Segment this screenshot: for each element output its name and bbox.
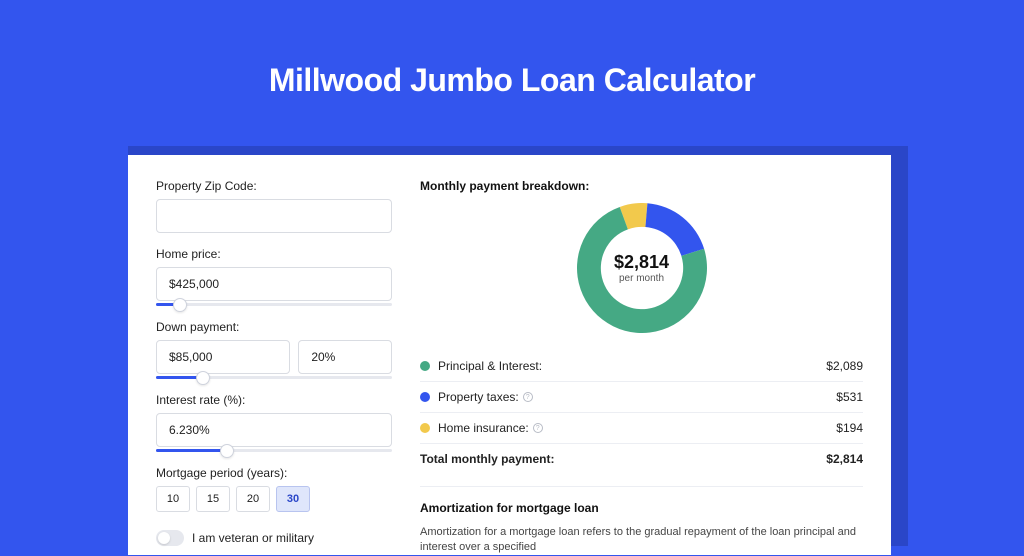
- zip-label: Property Zip Code:: [156, 179, 392, 193]
- interest-rate-slider[interactable]: [156, 449, 392, 452]
- slider-fill: [156, 449, 227, 452]
- legend-value: $194: [836, 421, 863, 435]
- period-btn-15[interactable]: 15: [196, 486, 230, 512]
- down-payment-percent-input[interactable]: [298, 340, 392, 374]
- legend-dot: [420, 423, 430, 433]
- home-price-label: Home price:: [156, 247, 392, 261]
- period-btn-30[interactable]: 30: [276, 486, 310, 512]
- donut-center-sub: per month: [619, 273, 664, 284]
- slider-thumb[interactable]: [220, 444, 234, 458]
- home-price-slider[interactable]: [156, 303, 392, 306]
- legend-row: Home insurance:?$194: [420, 412, 863, 443]
- legend-dot: [420, 392, 430, 402]
- total-value: $2,814: [826, 452, 863, 466]
- amortization-title: Amortization for mortgage loan: [420, 501, 863, 515]
- down-payment-slider[interactable]: [156, 376, 392, 379]
- legend-label: Home insurance:?: [438, 421, 836, 435]
- toggle-knob: [158, 532, 170, 544]
- total-row: Total monthly payment: $2,814: [420, 443, 863, 474]
- down-payment-label: Down payment:: [156, 320, 392, 334]
- payment-donut-chart: $2,814 per month: [577, 203, 707, 333]
- breakdown-column: Monthly payment breakdown: $2,814 per mo…: [420, 179, 863, 531]
- legend-row: Principal & Interest:$2,089: [420, 351, 863, 381]
- down-payment-amount-input[interactable]: [156, 340, 290, 374]
- legend-label: Principal & Interest:: [438, 359, 826, 373]
- mortgage-period-label: Mortgage period (years):: [156, 466, 392, 480]
- legend-row: Property taxes:?$531: [420, 381, 863, 412]
- veteran-toggle[interactable]: [156, 530, 184, 546]
- total-label: Total monthly payment:: [420, 452, 826, 466]
- inputs-column: Property Zip Code: Home price: Down paym…: [156, 179, 392, 531]
- legend-value: $2,089: [826, 359, 863, 373]
- page-title: Millwood Jumbo Loan Calculator: [0, 0, 1024, 99]
- period-btn-10[interactable]: 10: [156, 486, 190, 512]
- info-icon[interactable]: ?: [533, 423, 543, 433]
- breakdown-title: Monthly payment breakdown:: [420, 179, 863, 193]
- zip-input[interactable]: [156, 199, 392, 233]
- interest-rate-input[interactable]: [156, 413, 392, 447]
- mortgage-period-buttons: 10 15 20 30: [156, 486, 392, 512]
- slider-thumb[interactable]: [196, 371, 210, 385]
- donut-center-value: $2,814: [614, 252, 669, 273]
- legend-dot: [420, 361, 430, 371]
- interest-rate-label: Interest rate (%):: [156, 393, 392, 407]
- info-icon[interactable]: ?: [523, 392, 533, 402]
- legend-value: $531: [836, 390, 863, 404]
- amortization-text: Amortization for a mortgage loan refers …: [420, 525, 863, 556]
- legend-label: Property taxes:?: [438, 390, 836, 404]
- slider-thumb[interactable]: [173, 298, 187, 312]
- calculator-card: Property Zip Code: Home price: Down paym…: [128, 155, 891, 555]
- period-btn-20[interactable]: 20: [236, 486, 270, 512]
- veteran-label: I am veteran or military: [192, 531, 314, 545]
- home-price-input[interactable]: [156, 267, 392, 301]
